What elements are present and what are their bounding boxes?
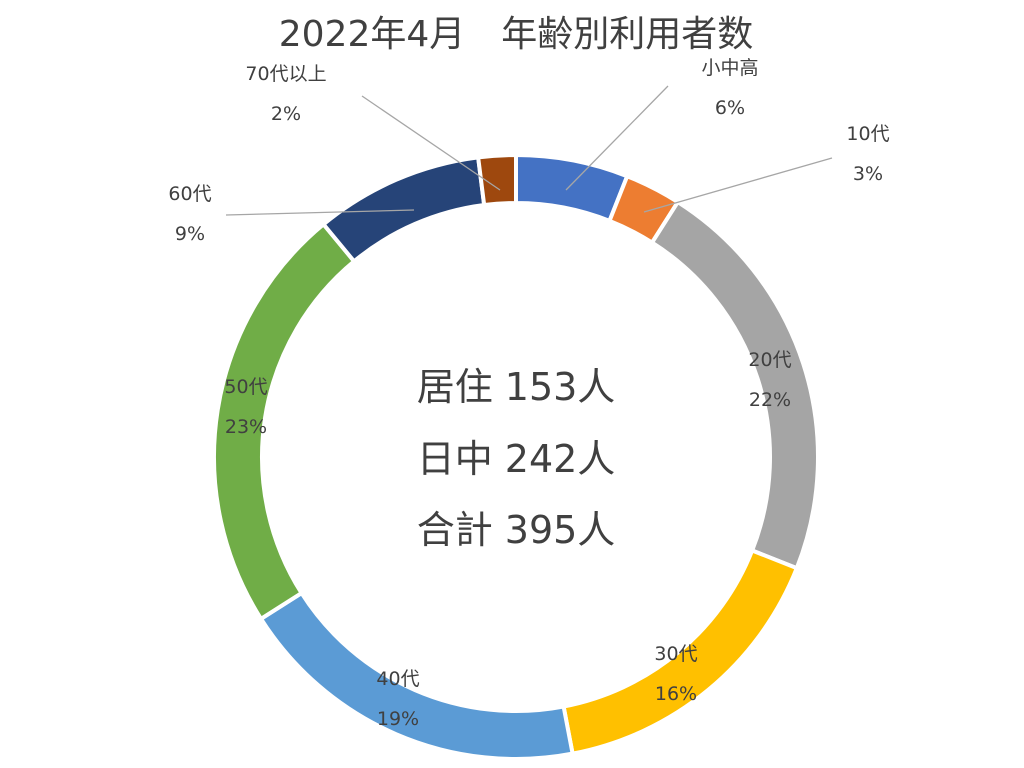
label-category-30s: 30代 bbox=[654, 643, 697, 665]
center-text-daytime: 日中 242人 bbox=[417, 437, 616, 481]
center-text-residents: 居住 153人 bbox=[417, 365, 616, 409]
label-category-70s-plus: 70代以上 bbox=[245, 63, 326, 85]
label-category-40s: 40代 bbox=[376, 668, 419, 690]
label-category-50s: 50代 bbox=[224, 376, 267, 398]
leader-line-60s bbox=[225, 209, 415, 216]
label-value-60s: 9% bbox=[175, 223, 205, 245]
chart-title: 2022年4月 年齢別利用者数 bbox=[279, 14, 754, 55]
label-value-elementary-high: 6% bbox=[715, 97, 745, 119]
label-value-50s: 23% bbox=[225, 416, 267, 438]
leader-line-10s bbox=[643, 157, 833, 213]
center-summary: 居住 153人 日中 242人 合計 395人 bbox=[417, 365, 616, 552]
slice-elementary-high bbox=[514, 152, 630, 224]
label-category-elementary-high: 小中高 bbox=[701, 57, 758, 79]
leader-line-70s-plus bbox=[361, 95, 501, 191]
label-value-40s: 19% bbox=[377, 708, 419, 730]
donut-slices bbox=[212, 152, 820, 761]
label-value-70s-plus: 2% bbox=[271, 103, 301, 125]
label-value-30s: 16% bbox=[655, 683, 697, 705]
leader-lines bbox=[225, 85, 833, 216]
label-value-20s: 22% bbox=[749, 389, 791, 411]
center-text-total: 合計 395人 bbox=[417, 508, 616, 552]
label-category-10s: 10代 bbox=[846, 123, 889, 145]
label-category-60s: 60代 bbox=[168, 183, 211, 205]
data-labels: 小中高 6% 10代 3% 20代 22% 30代 16% 40代 19% 50代 23% 60代 9% 7… bbox=[168, 57, 889, 730]
slice-20s bbox=[649, 199, 820, 571]
slice-70s-plus bbox=[475, 152, 518, 208]
leader-line-elementary-high bbox=[565, 85, 669, 191]
label-category-20s: 20代 bbox=[748, 349, 791, 371]
label-value-10s: 3% bbox=[853, 163, 883, 185]
slice-60s bbox=[320, 155, 487, 265]
